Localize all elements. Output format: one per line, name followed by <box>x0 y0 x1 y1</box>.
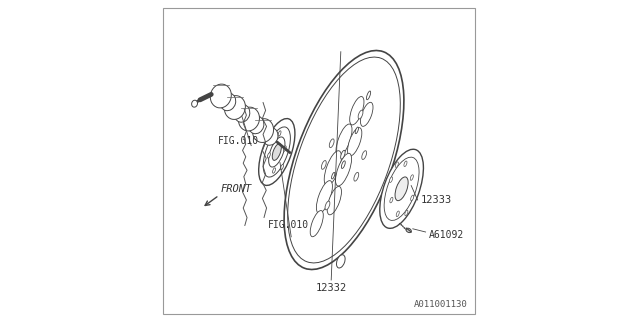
Ellipse shape <box>268 153 270 158</box>
Ellipse shape <box>380 149 424 228</box>
Text: FIG.010: FIG.010 <box>268 220 308 230</box>
Ellipse shape <box>390 197 393 203</box>
Ellipse shape <box>396 162 398 167</box>
Ellipse shape <box>263 127 291 177</box>
Ellipse shape <box>191 100 198 107</box>
Ellipse shape <box>278 131 281 136</box>
Ellipse shape <box>273 168 275 173</box>
Ellipse shape <box>340 150 345 159</box>
Ellipse shape <box>234 104 250 122</box>
Text: FRONT: FRONT <box>221 184 252 194</box>
Ellipse shape <box>390 177 392 182</box>
Ellipse shape <box>362 151 367 159</box>
Ellipse shape <box>220 93 236 111</box>
Ellipse shape <box>335 153 351 186</box>
Ellipse shape <box>239 107 259 131</box>
Ellipse shape <box>253 119 273 142</box>
Ellipse shape <box>411 195 413 201</box>
Ellipse shape <box>410 175 413 180</box>
Ellipse shape <box>225 96 245 119</box>
Ellipse shape <box>321 161 326 169</box>
Ellipse shape <box>349 97 364 125</box>
Ellipse shape <box>337 255 345 268</box>
Ellipse shape <box>262 127 278 145</box>
Ellipse shape <box>272 144 282 160</box>
Ellipse shape <box>327 187 342 215</box>
Text: A011001130: A011001130 <box>413 300 467 309</box>
Ellipse shape <box>395 177 408 201</box>
Ellipse shape <box>358 110 363 119</box>
Ellipse shape <box>396 211 399 217</box>
Ellipse shape <box>270 134 273 140</box>
Ellipse shape <box>341 161 345 168</box>
Ellipse shape <box>330 139 334 148</box>
Ellipse shape <box>310 211 323 237</box>
Ellipse shape <box>259 118 295 186</box>
Ellipse shape <box>367 91 371 100</box>
Ellipse shape <box>404 161 407 166</box>
Ellipse shape <box>248 116 264 134</box>
Ellipse shape <box>288 57 400 263</box>
Text: FIG.010: FIG.010 <box>218 136 259 146</box>
Ellipse shape <box>269 137 285 167</box>
Ellipse shape <box>324 151 342 186</box>
Ellipse shape <box>348 128 362 156</box>
Ellipse shape <box>384 157 419 220</box>
Ellipse shape <box>211 84 231 108</box>
Ellipse shape <box>405 210 408 216</box>
Ellipse shape <box>280 164 284 170</box>
Ellipse shape <box>406 228 412 233</box>
Ellipse shape <box>360 102 373 126</box>
Ellipse shape <box>336 124 352 157</box>
Text: 12332: 12332 <box>316 283 347 293</box>
Ellipse shape <box>332 172 335 179</box>
Ellipse shape <box>284 146 286 151</box>
Ellipse shape <box>354 172 358 181</box>
Ellipse shape <box>355 127 358 134</box>
Text: 12333: 12333 <box>421 195 452 205</box>
Ellipse shape <box>284 51 404 269</box>
Text: A61092: A61092 <box>429 230 464 240</box>
Ellipse shape <box>316 181 332 213</box>
Ellipse shape <box>325 201 330 210</box>
